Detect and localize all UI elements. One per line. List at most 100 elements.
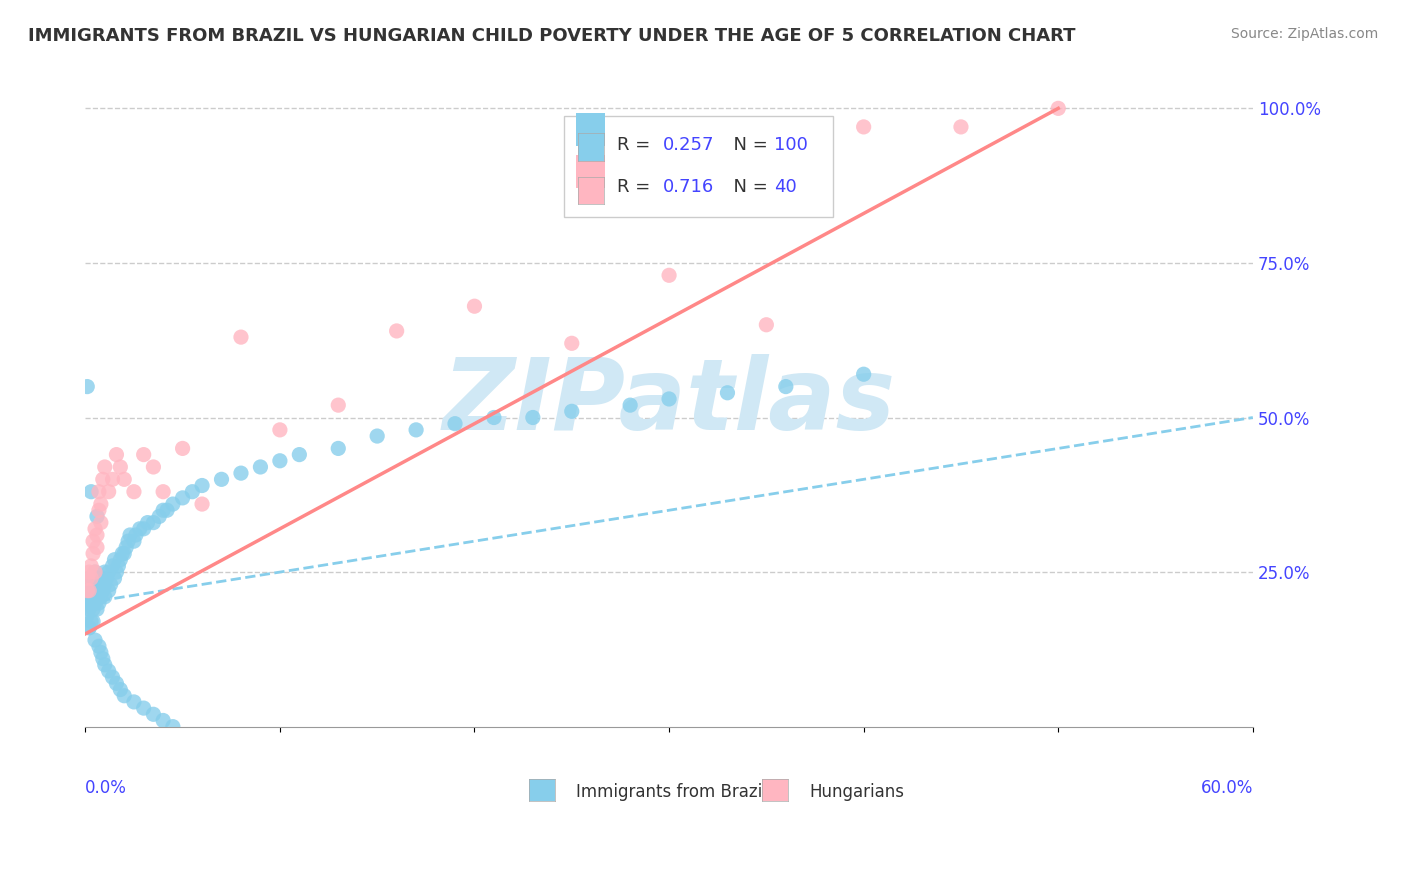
Point	[619, 398, 641, 412]
Text: 40: 40	[775, 178, 797, 196]
Point	[87, 571, 110, 585]
Point	[84, 596, 107, 610]
Point	[86, 590, 108, 604]
Point	[191, 478, 214, 492]
Text: Hungarians: Hungarians	[810, 782, 904, 801]
Text: 100: 100	[762, 129, 796, 147]
Point	[136, 516, 159, 530]
Point	[191, 497, 214, 511]
Point	[142, 460, 165, 475]
Point	[80, 577, 103, 591]
Point	[94, 460, 117, 475]
Point	[91, 472, 114, 486]
Point	[112, 472, 135, 486]
Point	[86, 577, 108, 591]
Point	[76, 608, 98, 623]
Point	[76, 583, 98, 598]
Text: ZIPatlas: ZIPatlas	[443, 353, 896, 450]
Point	[103, 552, 125, 566]
Point	[94, 590, 117, 604]
Point	[84, 522, 107, 536]
Point	[80, 558, 103, 573]
Point	[97, 484, 120, 499]
Text: 0.716: 0.716	[664, 178, 714, 196]
Point	[90, 577, 112, 591]
Point	[77, 590, 100, 604]
Point	[658, 268, 681, 283]
Point	[82, 547, 104, 561]
Point	[86, 602, 108, 616]
Point	[328, 398, 350, 412]
Point	[76, 571, 98, 585]
Text: 40: 40	[762, 171, 785, 190]
Point	[755, 318, 778, 332]
Point	[115, 541, 138, 555]
Text: 0.257: 0.257	[658, 129, 709, 147]
Point	[105, 676, 128, 690]
Point	[84, 583, 107, 598]
Point	[658, 392, 681, 406]
Text: IMMIGRANTS FROM BRAZIL VS HUNGARIAN CHILD POVERTY UNDER THE AGE OF 5 CORRELATION: IMMIGRANTS FROM BRAZIL VS HUNGARIAN CHIL…	[28, 27, 1076, 45]
Point	[561, 336, 583, 351]
Point	[561, 404, 583, 418]
Point	[132, 522, 155, 536]
Point	[101, 558, 124, 573]
Point	[82, 571, 104, 585]
Point	[482, 410, 505, 425]
Point	[156, 503, 179, 517]
Point	[94, 565, 117, 579]
Point	[82, 534, 104, 549]
Point	[463, 299, 485, 313]
Point	[77, 565, 100, 579]
Point	[80, 571, 103, 585]
Point	[385, 324, 408, 338]
Point	[1047, 101, 1070, 115]
Text: N =: N =	[716, 129, 756, 147]
Point	[112, 547, 135, 561]
Point	[91, 571, 114, 585]
Point	[142, 707, 165, 722]
Point	[152, 714, 174, 728]
Point	[107, 558, 129, 573]
Point	[77, 583, 100, 598]
Point	[94, 577, 117, 591]
Point	[132, 448, 155, 462]
Text: R =: R =	[610, 171, 650, 190]
Text: 100: 100	[775, 136, 808, 153]
Point	[97, 664, 120, 678]
Point	[162, 720, 184, 734]
Point	[105, 448, 128, 462]
Point	[77, 621, 100, 635]
Point	[87, 484, 110, 499]
Point	[76, 583, 98, 598]
Text: N =: N =	[721, 178, 773, 196]
Point	[111, 547, 134, 561]
Point	[101, 472, 124, 486]
Point	[77, 621, 100, 635]
Point	[86, 541, 108, 555]
Point	[132, 701, 155, 715]
Point	[80, 615, 103, 629]
Point	[105, 565, 128, 579]
Point	[101, 670, 124, 684]
Point	[94, 657, 117, 672]
Point	[181, 484, 204, 499]
Point	[211, 472, 233, 486]
Point	[76, 379, 98, 393]
Point	[288, 448, 311, 462]
Point	[84, 565, 107, 579]
Point	[112, 689, 135, 703]
Text: Source: ZipAtlas.com: Source: ZipAtlas.com	[1230, 27, 1378, 41]
Point	[152, 484, 174, 499]
Point	[86, 509, 108, 524]
Point	[852, 120, 875, 134]
Point	[148, 509, 170, 524]
Point	[91, 651, 114, 665]
Point	[444, 417, 467, 431]
Text: R =: R =	[616, 136, 655, 153]
Point	[97, 583, 120, 598]
Point	[103, 571, 125, 585]
Point	[249, 460, 271, 475]
Point	[82, 583, 104, 598]
Point	[86, 528, 108, 542]
